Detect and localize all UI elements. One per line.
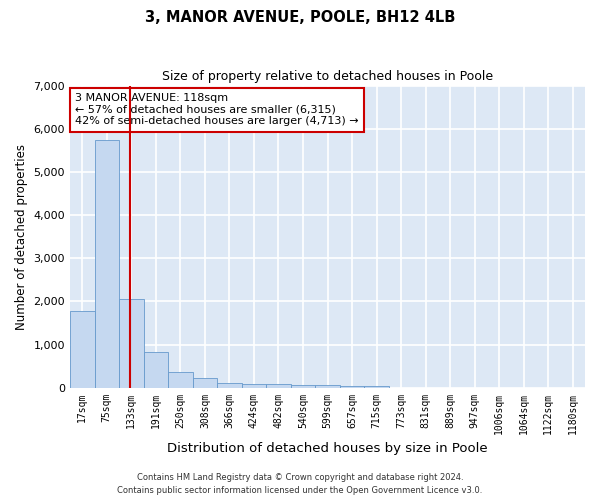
Bar bbox=[266, 384, 291, 388]
Bar bbox=[143, 352, 168, 388]
Bar bbox=[168, 372, 193, 388]
Text: 3 MANOR AVENUE: 118sqm
← 57% of detached houses are smaller (6,315)
42% of semi-: 3 MANOR AVENUE: 118sqm ← 57% of detached… bbox=[75, 93, 359, 126]
Y-axis label: Number of detached properties: Number of detached properties bbox=[15, 144, 28, 330]
Text: 3, MANOR AVENUE, POOLE, BH12 4LB: 3, MANOR AVENUE, POOLE, BH12 4LB bbox=[145, 10, 455, 25]
Bar bbox=[95, 140, 119, 388]
Title: Size of property relative to detached houses in Poole: Size of property relative to detached ho… bbox=[162, 70, 493, 83]
Bar bbox=[340, 386, 364, 388]
Bar bbox=[242, 384, 266, 388]
X-axis label: Distribution of detached houses by size in Poole: Distribution of detached houses by size … bbox=[167, 442, 488, 455]
Bar bbox=[193, 378, 217, 388]
Bar bbox=[364, 386, 389, 388]
Bar bbox=[70, 311, 95, 388]
Bar bbox=[217, 382, 242, 388]
Bar bbox=[291, 384, 315, 388]
Bar bbox=[119, 299, 143, 388]
Bar bbox=[315, 386, 340, 388]
Text: Contains HM Land Registry data © Crown copyright and database right 2024.
Contai: Contains HM Land Registry data © Crown c… bbox=[118, 474, 482, 495]
